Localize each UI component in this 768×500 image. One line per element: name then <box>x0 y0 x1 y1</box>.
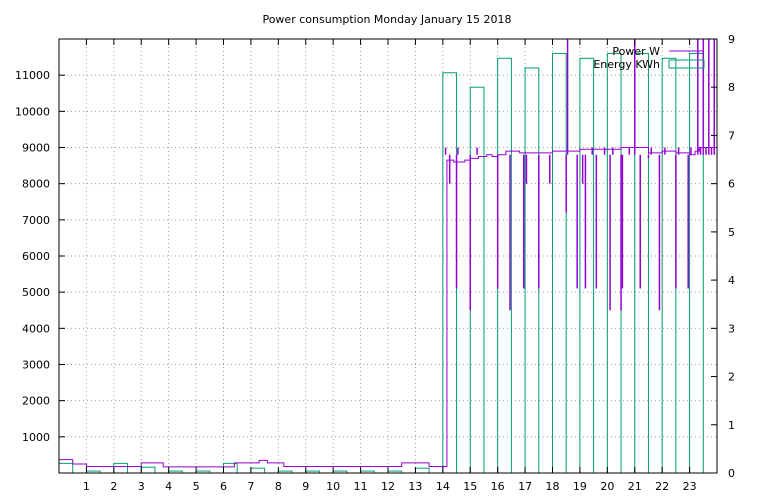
x-tick-label: 10 <box>326 480 340 493</box>
x-tick-label: 9 <box>302 480 309 493</box>
y-tick-label: 10000 <box>15 105 50 118</box>
y-tick-label: 2000 <box>22 395 50 408</box>
legend-swatch-energy <box>668 59 705 69</box>
x-tick-label: 8 <box>275 480 282 493</box>
legend-label: Energy KWh <box>593 58 660 71</box>
y2-tick-label: 4 <box>728 274 735 287</box>
x-tick-label: 20 <box>600 480 614 493</box>
energy-box <box>579 57 595 474</box>
energy-box <box>414 467 430 474</box>
energy-box <box>634 52 649 474</box>
x-tick-label: 19 <box>573 480 587 493</box>
y2-tick-label: 3 <box>728 322 735 335</box>
x-tick-label: 11 <box>354 480 368 493</box>
y-tick-label: 4000 <box>22 322 50 335</box>
x-tick-label: 6 <box>220 480 227 493</box>
x-tick-label: 16 <box>491 480 505 493</box>
energy-box <box>689 52 704 474</box>
x-tick-label: 13 <box>408 480 422 493</box>
x-tick-label: 12 <box>381 480 395 493</box>
y-tick-label: 7000 <box>22 214 50 227</box>
y2-axis: 0 1 2 3 4 5 6 7 8 9 <box>711 33 735 480</box>
power-step-line <box>59 147 717 468</box>
energy-box <box>250 467 266 474</box>
y2-tick-label: 2 <box>728 371 735 384</box>
energy-box <box>469 86 485 474</box>
y-tick-label: 6000 <box>22 250 50 263</box>
energy-boxes <box>58 52 704 474</box>
x-tick-label: 17 <box>518 480 532 493</box>
x-tick-label: 3 <box>138 480 145 493</box>
x-tick-label: 18 <box>546 480 560 493</box>
y-tick-label: 3000 <box>22 359 50 372</box>
y-axis: 1000 2000 3000 4000 5000 6000 7000 8000 9000 1000… <box>15 69 65 444</box>
energy-box <box>113 462 129 474</box>
y2-tick-label: 5 <box>728 226 735 239</box>
y-tick-label: 5000 <box>22 286 50 299</box>
grid-lines <box>59 39 717 473</box>
y2-tick-label: 6 <box>728 178 735 191</box>
x-tick-label: 21 <box>628 480 642 493</box>
y2-tick-label: 0 <box>728 467 735 480</box>
y-tick-label: 8000 <box>22 178 50 191</box>
x-tick-label: 23 <box>683 480 697 493</box>
x-tick-label: 4 <box>165 480 172 493</box>
energy-box <box>58 462 74 474</box>
y2-tick-label: 7 <box>728 129 735 142</box>
x-tick-label: 2 <box>110 480 117 493</box>
energy-box <box>661 57 677 474</box>
energy-box <box>223 462 238 474</box>
power-lines <box>59 39 717 468</box>
x-tick-label: 22 <box>655 480 669 493</box>
x-tick-label: 14 <box>436 480 450 493</box>
x-tick-label: 15 <box>463 480 477 493</box>
legend-label: Power W <box>612 45 660 58</box>
y-tick-label: 11000 <box>15 69 50 82</box>
energy-box <box>524 67 540 474</box>
energy-box <box>442 72 458 474</box>
x-axis: 1 2 3 4 5 6 7 8 9 10 11 12 13 14 15 16 17 18 19 20 21 22 23 <box>83 39 697 493</box>
chart-title: Power consumption Monday January 15 2018 <box>262 13 511 26</box>
energy-box <box>140 466 156 474</box>
y2-tick-label: 1 <box>728 419 735 432</box>
y-tick-label: 9000 <box>22 142 50 155</box>
x-tick-label: 1 <box>83 480 90 493</box>
y2-tick-label: 9 <box>728 33 735 46</box>
y2-tick-label: 8 <box>728 81 735 94</box>
x-tick-label: 7 <box>247 480 254 493</box>
energy-box <box>552 52 567 474</box>
x-tick-label: 5 <box>193 480 200 493</box>
y-tick-label: 1000 <box>22 431 50 444</box>
